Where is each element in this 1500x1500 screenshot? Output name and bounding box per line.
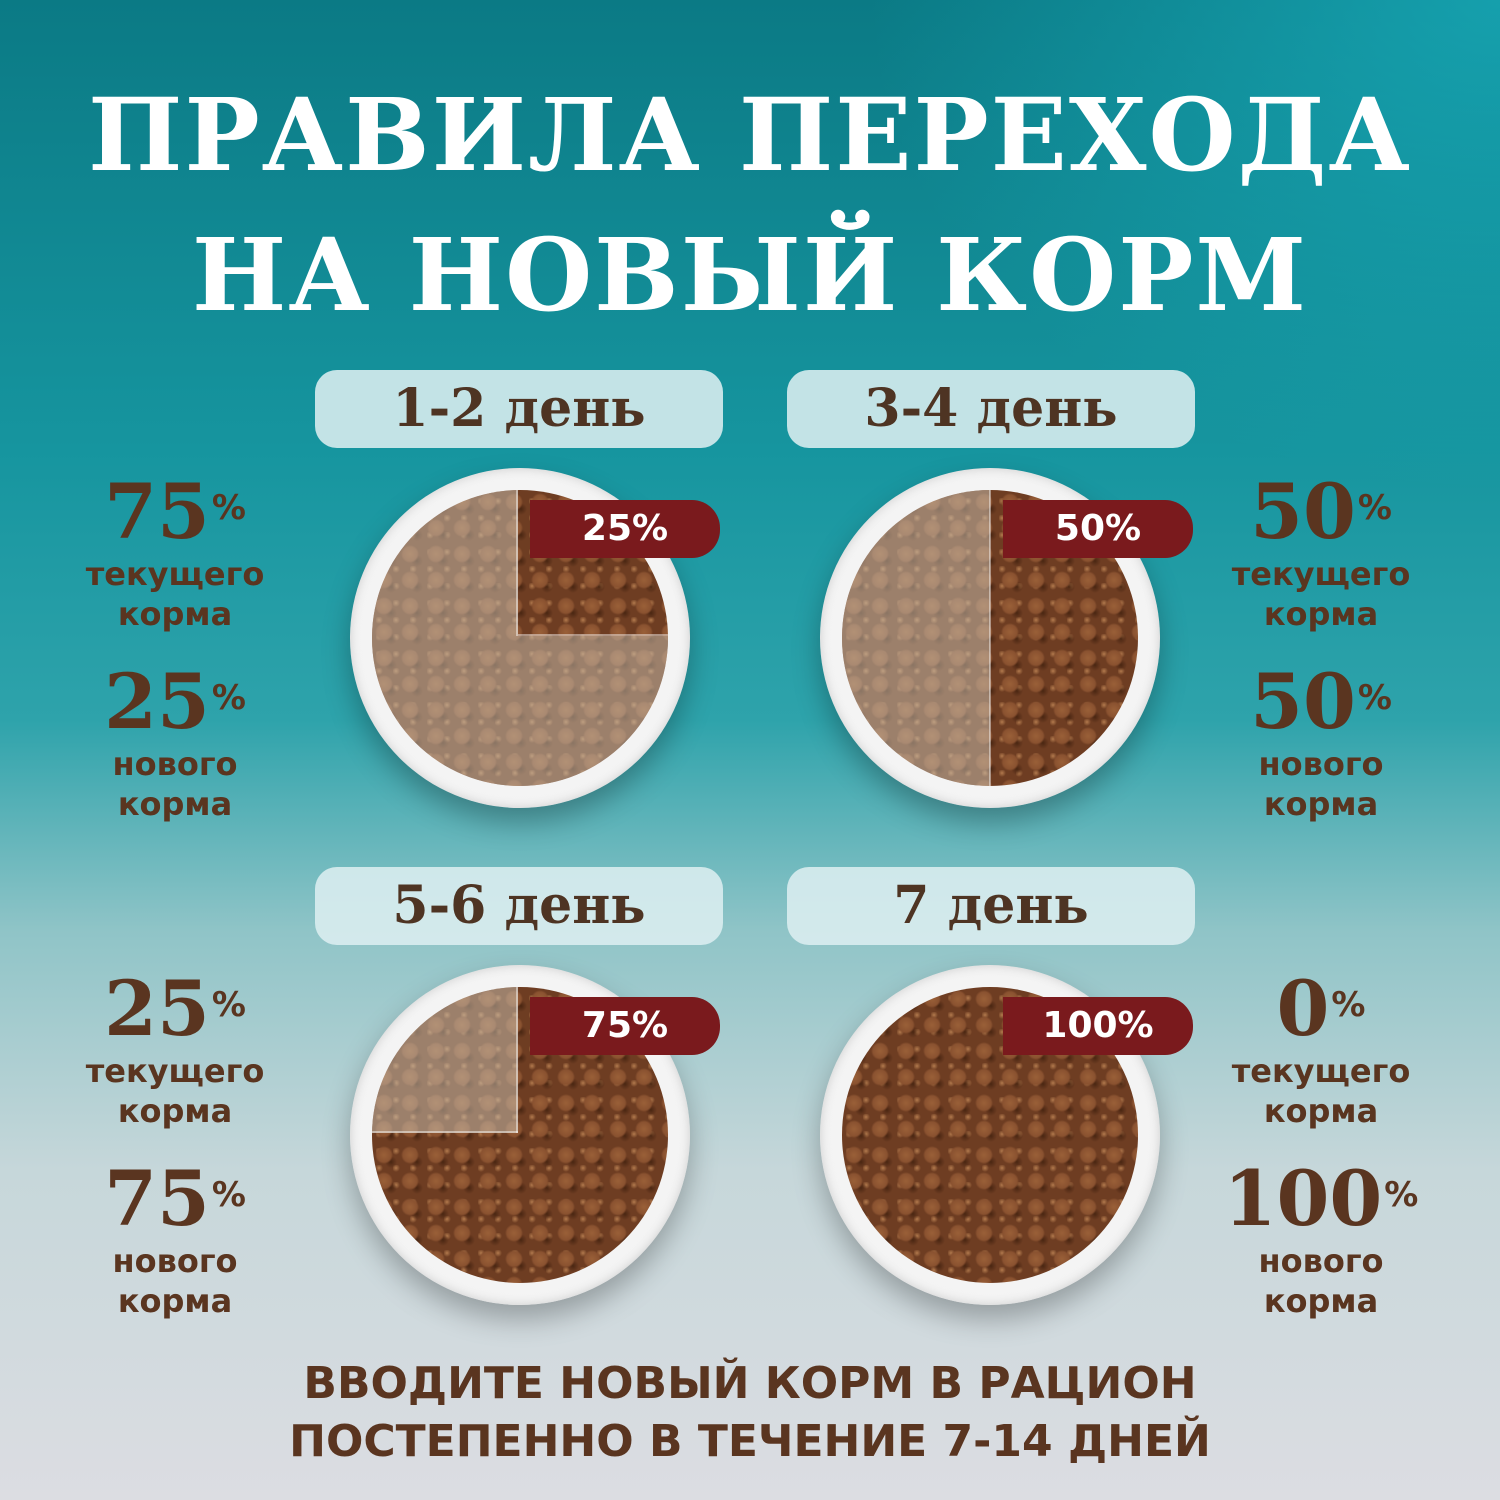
stage-4-new-label-2: корма [1263, 1282, 1379, 1320]
stage-3-current-value: 25 [104, 964, 210, 1053]
stage-4-new-value-wrap: 100% [1206, 1157, 1436, 1241]
stage-3-day-label: 5-6 день [315, 867, 723, 945]
stage-3-new-value: 75 [104, 1154, 210, 1243]
stage-2-new-value: 50 [1250, 657, 1356, 746]
stage-3-new-value-wrap: 75% [60, 1157, 290, 1241]
stage-4-new-percent-tag: 100% [1003, 997, 1193, 1055]
stage-3-new-percent-tag: 75% [530, 997, 720, 1055]
stage-1-new-label-1: нового [112, 745, 238, 783]
stage-2-food [842, 490, 1138, 786]
stage-2-current-unit: % [1357, 488, 1392, 528]
stage-1-new-percent-tag: 25% [530, 500, 720, 558]
stage-4-current-unit: % [1331, 985, 1366, 1025]
stage-1-new-label-2: корма [117, 785, 233, 823]
stage-1-current-value-wrap: 75% [60, 470, 290, 554]
stage-2-new-label-1: нового [1258, 745, 1384, 783]
stage-2-new-unit: % [1357, 678, 1392, 718]
stage-4-current-label-2: корма [1263, 1092, 1379, 1130]
stage-2-current-label-2: корма [1263, 595, 1379, 633]
stage-4-day-label: 7 день [787, 867, 1195, 945]
stage-2-current-stat: 50% текущего корма [1206, 470, 1436, 634]
stage-1-current-label-2: корма [117, 595, 233, 633]
stage-3-current-label-1: текущего [85, 1052, 265, 1090]
footer-line-1: ВВОДИТЕ НОВЫЙ КОРМ В РАЦИОН [303, 1358, 1197, 1409]
stage-4-current-value: 0 [1276, 964, 1330, 1053]
stage-3-current-stat: 25% текущего корма [60, 967, 290, 1131]
stage-2-new-percent-tag: 50% [1003, 500, 1193, 558]
stage-2-new-stat: 50% нового корма [1206, 660, 1436, 824]
stage-1-current-stat: 75% текущего корма [60, 470, 290, 634]
stage-3-current-label-2: корма [117, 1092, 233, 1130]
stage-2-current-value: 50 [1250, 467, 1356, 556]
stage-1-new-value-wrap: 25% [60, 660, 290, 744]
page-title-line-2: НА НОВЫЙ КОРМ [191, 216, 1309, 334]
stage-2-current-label-1: текущего [1231, 555, 1411, 593]
stage-1-current-label-1: текущего [85, 555, 265, 593]
stage-3-new-label-2: корма [117, 1282, 233, 1320]
page-title-line-1: ПРАВИЛА ПЕРЕХОДА [88, 76, 1412, 194]
stage-2-new-value-wrap: 50% [1206, 660, 1436, 744]
stage-3-current-unit: % [211, 985, 246, 1025]
stage-1-new-value: 25 [104, 657, 210, 746]
stage-2-current-value-wrap: 50% [1206, 470, 1436, 554]
stage-4-current-stat: 0% текущего корма [1206, 967, 1436, 1131]
stage-4-current-label-1: текущего [1231, 1052, 1411, 1090]
stage-3-current-value-wrap: 25% [60, 967, 290, 1051]
stage-3-new-label-1: нового [112, 1242, 238, 1280]
stage-4-current-value-wrap: 0% [1206, 967, 1436, 1051]
stage-3-new-stat: 75% нового корма [60, 1157, 290, 1321]
stage-1-new-stat: 25% нового корма [60, 660, 290, 824]
stage-1-current-unit: % [211, 488, 246, 528]
stage-1-new-unit: % [211, 678, 246, 718]
stage-4-new-value: 100 [1223, 1154, 1383, 1243]
stage-4-new-label-1: нового [1258, 1242, 1384, 1280]
stage-1-current-value: 75 [104, 467, 210, 556]
stage-2-bowl-image [820, 468, 1160, 808]
stage-2-day-label: 3-4 день [787, 370, 1195, 448]
stage-3-new-unit: % [211, 1175, 246, 1215]
footer-line-2: ПОСТЕПЕННО В ТЕЧЕНИЕ 7-14 ДНЕЙ [289, 1416, 1211, 1467]
stage-2-new-label-2: корма [1263, 785, 1379, 823]
stage-1-day-label: 1-2 день [315, 370, 723, 448]
stage-4-new-unit: % [1384, 1175, 1419, 1215]
stage-4-new-stat: 100% нового корма [1206, 1157, 1436, 1321]
